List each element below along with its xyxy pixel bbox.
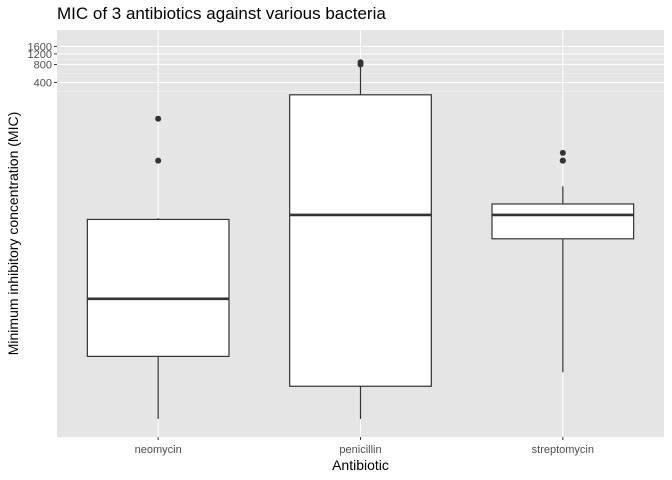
x-axis-title: Antibiotic [332, 457, 389, 473]
boxes [86, 59, 635, 419]
outlier-point [559, 149, 566, 156]
box-streptomycin [491, 149, 635, 373]
y-tick-label: 800 [34, 59, 52, 71]
x-tick-label: streptomycin [532, 444, 594, 456]
outlier-point [357, 59, 364, 66]
outlier-point [155, 157, 162, 164]
y-axis-title: Minimum inhibitory concentration (MIC) [5, 112, 21, 356]
box-iqr [289, 94, 432, 387]
outlier-point [559, 157, 566, 164]
box-penicillin [289, 59, 432, 419]
chart-title: MIC of 3 antibiotics against various bac… [57, 4, 386, 23]
x-tick-label: neomycin [135, 444, 182, 456]
box-neomycin [86, 115, 230, 419]
x-tick-label: penicillin [339, 444, 381, 456]
y-tick-label: 400 [34, 78, 52, 90]
y-tick-label: 1600 [28, 41, 52, 53]
y-tick-label: 1200 [28, 49, 52, 61]
outlier-point [155, 115, 162, 122]
x-axis-ticks: neomycin penicillin streptomycin [135, 437, 594, 456]
box-iqr [491, 203, 635, 240]
box-iqr [86, 218, 230, 357]
